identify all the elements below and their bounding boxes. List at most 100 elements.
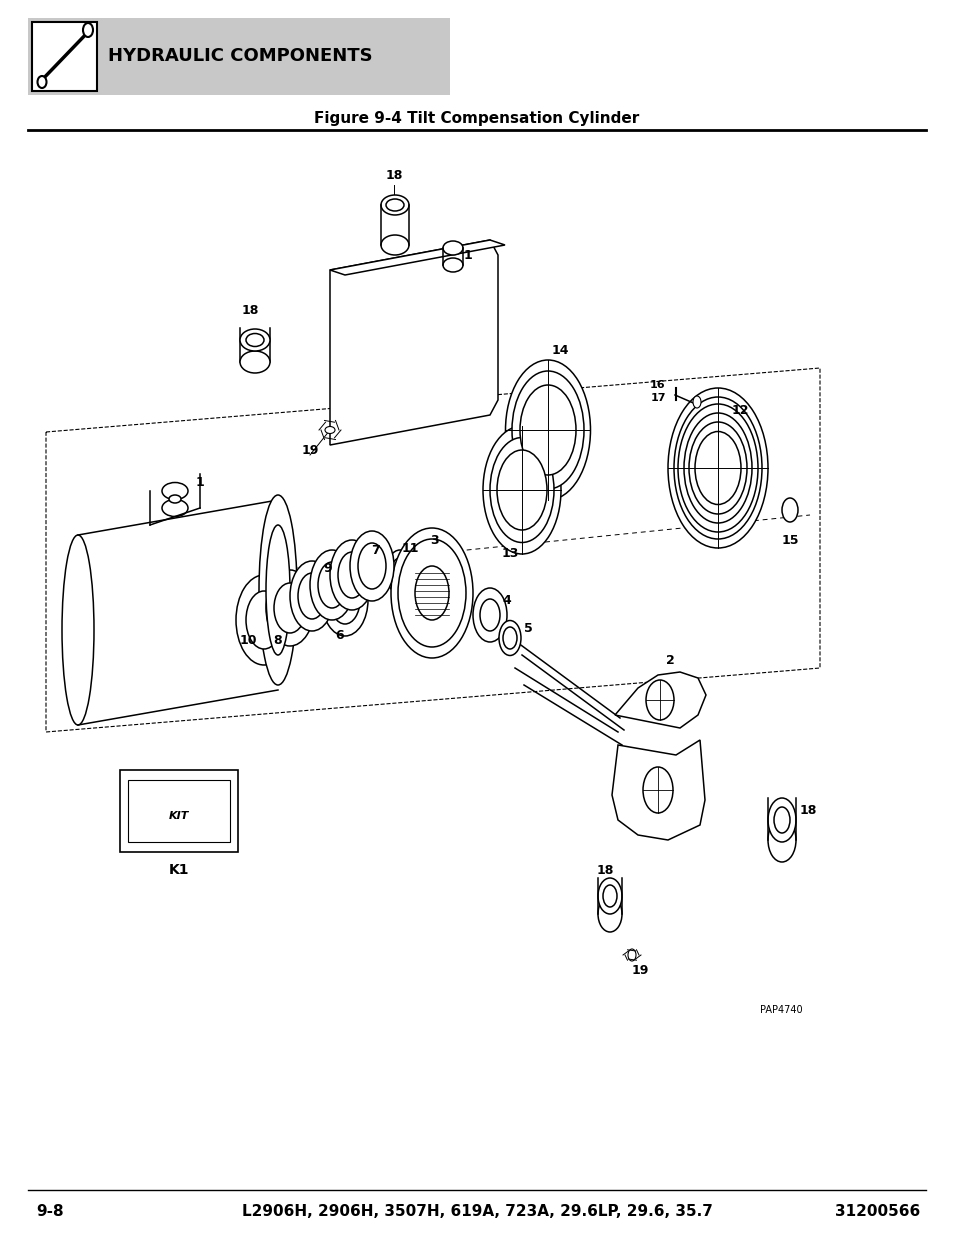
Ellipse shape — [391, 529, 473, 658]
Ellipse shape — [357, 543, 386, 589]
Ellipse shape — [683, 412, 751, 522]
Text: HYDRAULIC COMPONENTS: HYDRAULIC COMPONENTS — [108, 47, 373, 65]
Polygon shape — [330, 240, 504, 275]
Text: 18: 18 — [596, 863, 613, 877]
Polygon shape — [612, 740, 704, 840]
Ellipse shape — [246, 592, 282, 650]
Text: Figure 9-4 Tilt Compensation Cylinder: Figure 9-4 Tilt Compensation Cylinder — [314, 110, 639, 126]
Ellipse shape — [498, 620, 520, 656]
Text: 16: 16 — [650, 380, 665, 390]
Ellipse shape — [386, 199, 403, 211]
Text: 6: 6 — [335, 629, 344, 641]
Ellipse shape — [505, 359, 590, 500]
Ellipse shape — [297, 573, 326, 619]
Text: 10: 10 — [239, 634, 256, 646]
Text: PAP4740: PAP4740 — [760, 1005, 801, 1015]
Ellipse shape — [673, 396, 761, 538]
Ellipse shape — [602, 885, 617, 906]
Text: 8: 8 — [274, 634, 282, 646]
Ellipse shape — [83, 23, 92, 37]
Text: K1: K1 — [169, 863, 189, 877]
Ellipse shape — [482, 426, 560, 555]
Ellipse shape — [781, 498, 797, 522]
Text: 2: 2 — [665, 653, 674, 667]
Text: 9: 9 — [323, 562, 332, 574]
Ellipse shape — [322, 564, 368, 636]
Ellipse shape — [310, 550, 354, 620]
Bar — [32, 22, 97, 91]
Text: KIT: KIT — [169, 811, 189, 821]
Ellipse shape — [490, 437, 554, 542]
Ellipse shape — [380, 235, 409, 254]
Ellipse shape — [473, 588, 506, 642]
Text: L2906H, 2906H, 3507H, 619A, 723A, 29.6LP, 29.6, 35.7: L2906H, 2906H, 3507H, 619A, 723A, 29.6LP… — [241, 1204, 712, 1219]
Ellipse shape — [645, 680, 673, 720]
Ellipse shape — [397, 538, 465, 647]
Ellipse shape — [391, 558, 409, 585]
Text: 11: 11 — [401, 541, 418, 555]
Ellipse shape — [380, 195, 409, 215]
Text: 5: 5 — [523, 621, 532, 635]
Text: 18: 18 — [385, 168, 402, 182]
Bar — [120, 769, 237, 852]
Ellipse shape — [497, 450, 546, 530]
Ellipse shape — [688, 422, 746, 514]
Ellipse shape — [235, 576, 292, 664]
Ellipse shape — [678, 404, 758, 532]
Text: 4: 4 — [502, 594, 511, 606]
Ellipse shape — [442, 241, 462, 254]
Text: 14: 14 — [551, 343, 568, 357]
Ellipse shape — [519, 385, 576, 475]
Text: 17: 17 — [650, 393, 665, 403]
Ellipse shape — [598, 878, 621, 914]
Text: 31200566: 31200566 — [834, 1204, 919, 1219]
Bar — [28, 19, 450, 95]
Ellipse shape — [337, 552, 366, 598]
Text: 9-8: 9-8 — [36, 1204, 64, 1219]
Polygon shape — [330, 240, 497, 445]
Ellipse shape — [642, 767, 672, 813]
Ellipse shape — [162, 499, 188, 516]
Ellipse shape — [386, 550, 414, 594]
Ellipse shape — [62, 535, 94, 725]
Ellipse shape — [330, 576, 359, 624]
Ellipse shape — [667, 388, 767, 548]
Ellipse shape — [695, 431, 740, 505]
Polygon shape — [615, 672, 705, 727]
Ellipse shape — [512, 370, 583, 489]
Ellipse shape — [773, 806, 789, 832]
Ellipse shape — [240, 351, 270, 373]
Text: 12: 12 — [731, 404, 748, 416]
Ellipse shape — [767, 818, 795, 862]
Text: 18: 18 — [799, 804, 816, 816]
Ellipse shape — [767, 798, 795, 842]
Ellipse shape — [627, 948, 636, 961]
Ellipse shape — [692, 396, 700, 408]
Text: 15: 15 — [781, 534, 798, 547]
Ellipse shape — [258, 495, 296, 685]
Bar — [128, 781, 230, 842]
Ellipse shape — [415, 566, 449, 620]
Ellipse shape — [330, 540, 374, 610]
Ellipse shape — [479, 599, 499, 631]
Text: 3: 3 — [430, 534, 438, 547]
Text: 13: 13 — [500, 547, 518, 559]
Ellipse shape — [274, 583, 306, 634]
Text: 19: 19 — [631, 963, 648, 977]
Ellipse shape — [442, 258, 462, 272]
Ellipse shape — [325, 426, 335, 433]
Ellipse shape — [317, 562, 346, 608]
Ellipse shape — [266, 525, 290, 655]
Text: 7: 7 — [372, 543, 380, 557]
Ellipse shape — [266, 571, 314, 646]
Ellipse shape — [162, 483, 188, 499]
Ellipse shape — [37, 77, 47, 88]
Ellipse shape — [350, 531, 394, 601]
Ellipse shape — [240, 329, 270, 351]
Text: 1: 1 — [195, 475, 204, 489]
Polygon shape — [78, 500, 277, 725]
Text: 18: 18 — [241, 304, 258, 316]
Ellipse shape — [246, 333, 264, 347]
Text: 19: 19 — [301, 443, 318, 457]
Text: 1: 1 — [463, 248, 472, 262]
